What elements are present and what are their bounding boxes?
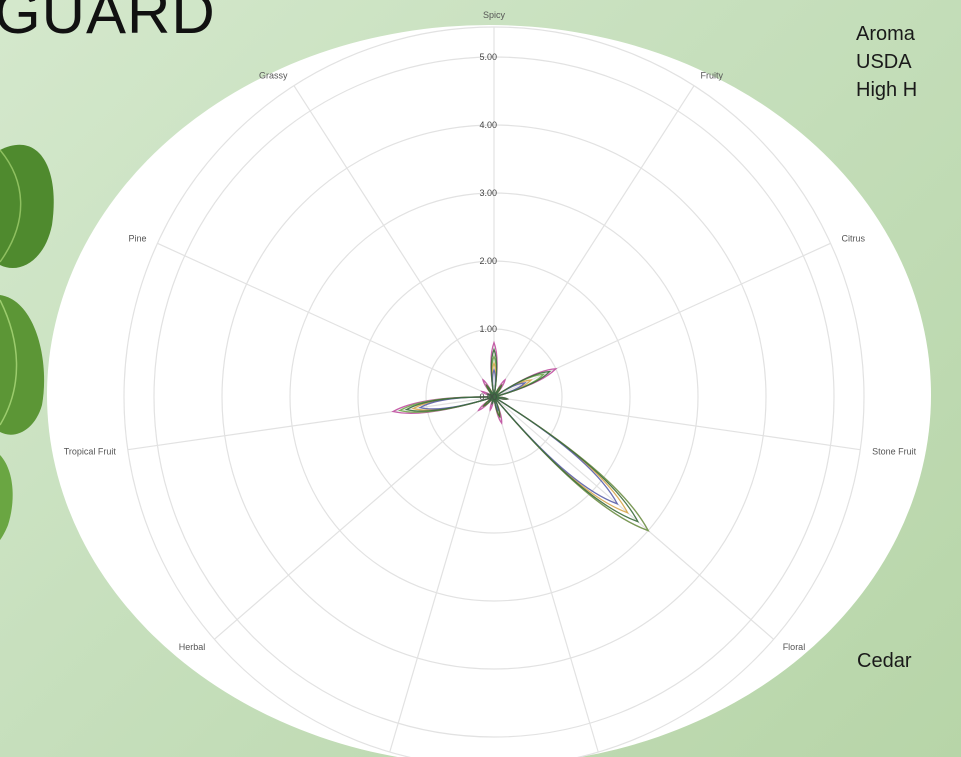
grid-spoke [127,396,495,451]
axis-label: Stone Fruit [872,446,917,456]
axis-label: Floral [783,642,806,652]
axis-label: Pine [129,233,147,243]
bottom-note: Cedar [857,650,912,672]
grid-spoke [157,242,495,398]
axis-label: Fruity [701,71,724,81]
grid-spoke [493,396,775,640]
axis-label: Citrus [841,233,865,243]
slide-title: GUARD [0,0,216,46]
series-curve [404,347,640,523]
radial-tick-label: 4.00 [479,120,497,130]
axis-label: Spicy [483,10,506,20]
grid-spoke [493,396,599,753]
radial-tick-label: 5.00 [479,52,497,62]
side-text: Aroma USDA High H [856,20,917,104]
radial-tick-label: 3.00 [479,188,497,198]
grid-spoke [389,396,495,753]
axis-label: Herbal [179,642,206,652]
grid-spoke [293,85,495,398]
side-line-usda: USDA [856,51,912,73]
radial-tick-label: 2.00 [479,256,497,266]
side-line-aroma: Aroma [856,23,915,45]
grid-spoke [213,396,495,640]
axis-label: Grassy [259,71,288,81]
grid-spoke [493,396,861,451]
radial-tick-label: 1.00 [479,324,497,334]
radial-tick-label: 0.00 [479,392,497,402]
side-line-high: High H [856,79,918,101]
grid-spoke [493,85,695,398]
axis-label: Tropical Fruit [64,446,117,456]
basil-leaf-icon [0,144,54,540]
